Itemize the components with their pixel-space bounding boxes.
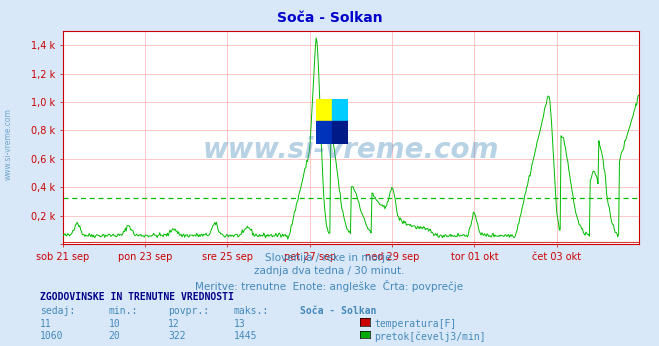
Text: Soča - Solkan: Soča - Solkan — [300, 306, 376, 316]
Text: povpr.:: povpr.: — [168, 306, 209, 316]
Text: 1445: 1445 — [234, 331, 258, 342]
Text: zadnja dva tedna / 30 minut.: zadnja dva tedna / 30 minut. — [254, 266, 405, 276]
Text: pretok[čevelj3/min]: pretok[čevelj3/min] — [374, 331, 486, 342]
Bar — [331, 121, 347, 144]
Text: Meritve: trenutne  Enote: angleške  Črta: povprečje: Meritve: trenutne Enote: angleške Črta: … — [196, 280, 463, 292]
Text: 10: 10 — [109, 319, 121, 329]
Bar — [331, 99, 347, 121]
Text: ZGODOVINSKE IN TRENUTNE VREDNOSTI: ZGODOVINSKE IN TRENUTNE VREDNOSTI — [40, 292, 233, 302]
Text: 12: 12 — [168, 319, 180, 329]
Text: 11: 11 — [40, 319, 51, 329]
Text: www.si-vreme.com: www.si-vreme.com — [203, 136, 499, 164]
Text: Soča - Solkan: Soča - Solkan — [277, 11, 382, 25]
Text: Slovenija / reke in morje.: Slovenija / reke in morje. — [264, 253, 395, 263]
Text: maks.:: maks.: — [234, 306, 269, 316]
Text: sedaj:: sedaj: — [40, 306, 74, 316]
Bar — [316, 121, 331, 144]
Text: 322: 322 — [168, 331, 186, 342]
Text: min.:: min.: — [109, 306, 138, 316]
Text: 20: 20 — [109, 331, 121, 342]
Text: 13: 13 — [234, 319, 246, 329]
Text: www.si-vreme.com: www.si-vreme.com — [3, 108, 13, 180]
Text: temperatura[F]: temperatura[F] — [374, 319, 457, 329]
Bar — [316, 99, 331, 121]
Text: 1060: 1060 — [40, 331, 63, 342]
